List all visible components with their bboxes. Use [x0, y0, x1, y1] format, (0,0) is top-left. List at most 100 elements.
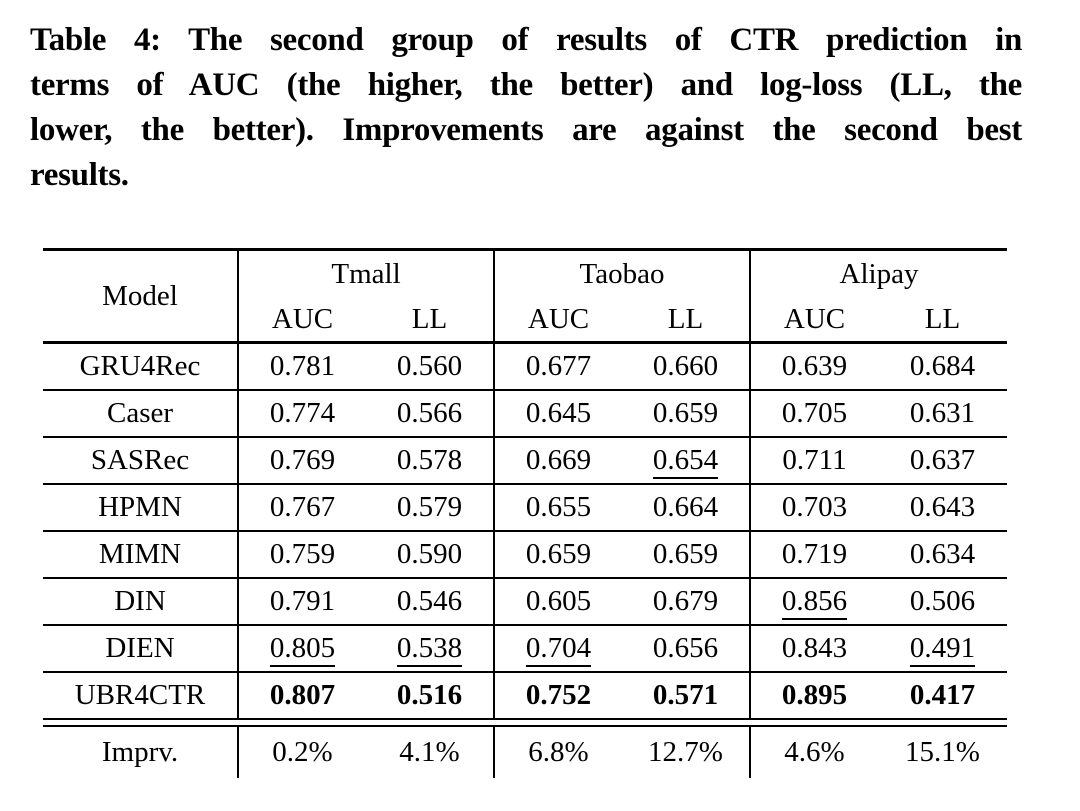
model-cell: DIN: [114, 584, 166, 617]
header-metric: LL: [411, 302, 448, 335]
value-text: 4.6%: [784, 735, 845, 768]
value-cell: 0.656: [622, 625, 750, 672]
value-cell: 0.677: [493, 342, 623, 390]
value-text: 12.7%: [648, 735, 723, 768]
value-cell: 0.579: [366, 484, 494, 531]
value-cell: 0.719: [749, 530, 879, 578]
value-text: 0.631: [909, 396, 976, 429]
value-cell: 0.807: [237, 671, 366, 719]
value-text: 0.659: [525, 537, 592, 570]
value-text: 0.566: [396, 396, 463, 429]
value-text: 0.546: [396, 584, 463, 617]
value-cell: 0.643: [878, 484, 1007, 531]
value-cell: 4.6%: [749, 725, 878, 778]
header-group-taobao: Taobao: [493, 249, 751, 297]
value-text: 0.491: [909, 631, 976, 667]
table-body: GRU4Rec 0.781 0.560 0.677 0.660 0.639 0.684 Cas…: [43, 342, 1008, 719]
table-row: HPMN 0.767 0.579 0.655 0.664 0.703 0.643: [43, 483, 1008, 531]
value-text: 0.654: [652, 443, 719, 479]
value-cell: 0.705: [749, 389, 879, 437]
caption-line: results.: [30, 157, 129, 193]
improvement-row: Imprv. 0.2% 4.1% 6.8% 12.7% 4.6% 15.1%: [43, 725, 1007, 778]
model-cell: Caser: [106, 396, 174, 429]
value-cell: 0.506: [878, 578, 1007, 625]
value-text: 0.506: [909, 584, 976, 617]
model-cell: Imprv.: [101, 735, 179, 768]
model-cell: GRU4Rec: [79, 349, 201, 382]
caption-line: lower, the better). Improvements are aga…: [30, 112, 1022, 148]
value-text: 0.856: [781, 584, 848, 620]
value-cell: 0.546: [366, 578, 494, 625]
value-text: 0.719: [781, 537, 848, 570]
value-text: 0.767: [269, 490, 336, 523]
value-cell: 0.578: [366, 437, 494, 484]
value-text: 0.590: [396, 537, 463, 570]
value-text: 0.895: [781, 678, 848, 711]
value-text: 0.643: [909, 490, 976, 523]
value-cell: 0.655: [493, 483, 623, 531]
value-cell: 0.590: [366, 531, 494, 578]
value-text: 0.637: [909, 443, 976, 476]
results-table-area: Model Tmall Taobao Alipay AUC LL AUC LL …: [43, 248, 1008, 778]
value-text: 0.684: [909, 349, 976, 382]
caption-line: Table 4: The second group of results of …: [30, 22, 1022, 58]
value-cell: 0.2%: [237, 725, 366, 778]
table-row: GRU4Rec 0.781 0.560 0.677 0.660 0.639 0.684: [43, 342, 1008, 390]
header-group-tmall: Tmall: [236, 249, 495, 297]
value-text: 0.769: [269, 443, 336, 476]
table-row: DIEN 0.805 0.538 0.704 0.656 0.843 0.491: [43, 624, 1008, 672]
value-cell: 6.8%: [493, 725, 622, 778]
value-text: 0.703: [781, 490, 848, 523]
value-text: 0.571: [652, 678, 719, 711]
value-text: 0.791: [269, 584, 336, 617]
table-row: UBR4CTR 0.807 0.516 0.752 0.571 0.895 0.417: [43, 671, 1008, 719]
value-text: 0.805: [269, 631, 336, 667]
value-cell: 0.417: [878, 672, 1007, 719]
value-text: 0.560: [396, 349, 463, 382]
value-text: 0.659: [652, 537, 719, 570]
value-cell: 0.654: [622, 437, 750, 484]
model-cell: DIEN: [105, 631, 175, 664]
value-text: 0.516: [396, 678, 463, 711]
value-cell: 0.560: [366, 343, 494, 390]
caption-line: terms of AUC (the higher, the better) an…: [30, 67, 1022, 103]
header-metric: AUC: [237, 297, 366, 343]
header-metric: LL: [924, 302, 961, 335]
value-cell: 15.1%: [878, 726, 1007, 778]
value-cell: 0.791: [237, 577, 366, 625]
header-model: Model: [102, 279, 178, 312]
value-text: 0.655: [525, 490, 592, 523]
value-cell: 0.538: [366, 625, 494, 672]
value-cell: 0.843: [749, 624, 879, 672]
value-text: 0.752: [525, 678, 592, 711]
value-text: 0.2%: [272, 735, 333, 768]
value-text: 0.711: [782, 443, 847, 476]
value-cell: 0.491: [878, 625, 1007, 672]
value-text: 0.705: [781, 396, 848, 429]
value-text: 0.659: [652, 396, 719, 429]
value-cell: 0.664: [622, 484, 750, 531]
value-text: 0.605: [525, 584, 592, 617]
value-text: 0.578: [396, 443, 463, 476]
value-text: 0.807: [269, 678, 336, 711]
value-text: 0.417: [909, 678, 976, 711]
value-text: 15.1%: [905, 735, 980, 768]
value-cell: 0.659: [493, 530, 623, 578]
value-cell: 4.1%: [366, 726, 494, 778]
value-text: 0.677: [525, 349, 592, 382]
value-cell: 0.571: [622, 672, 750, 719]
model-cell: MIMN: [98, 537, 182, 570]
value-cell: 0.759: [237, 530, 366, 578]
value-cell: 0.769: [237, 436, 366, 484]
value-cell: 0.634: [878, 531, 1007, 578]
value-cell: 0.895: [749, 671, 879, 719]
value-cell: 0.703: [749, 483, 879, 531]
value-text: 0.639: [781, 349, 848, 382]
value-text: 0.843: [781, 631, 848, 664]
model-cell: SASRec: [90, 443, 190, 476]
model-cell: UBR4CTR: [74, 678, 206, 711]
value-cell: 0.637: [878, 437, 1007, 484]
value-text: 0.538: [396, 631, 463, 667]
value-cell: 0.516: [366, 672, 494, 719]
